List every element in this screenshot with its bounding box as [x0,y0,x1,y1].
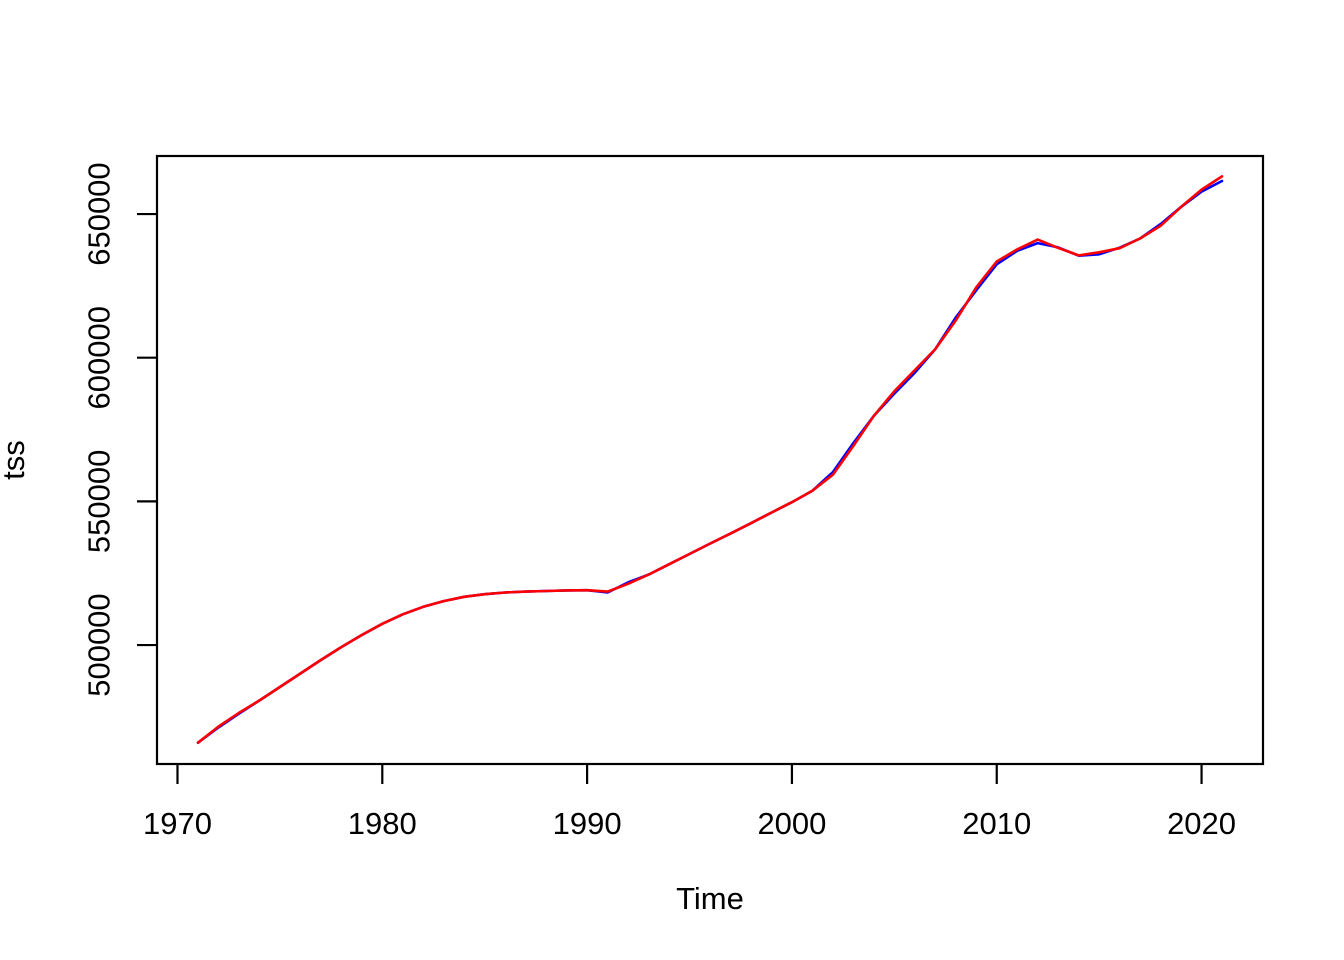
series-line-blue [196,179,1224,745]
y-tick-label: 550000 [82,450,117,553]
x-axis-title: Time [676,881,744,916]
x-tick-label: 1980 [348,806,417,841]
y-axis-title: tss [0,440,31,480]
y-tick-label: 600000 [82,306,117,409]
x-tick-label: 1990 [553,806,622,841]
x-tick-label: 2010 [962,806,1031,841]
plot-box [155,154,1265,766]
x-tick-label: 1970 [143,806,212,841]
series-lines [196,175,1224,745]
y-axis: 500000 550000 600000 650000 [82,162,157,697]
x-tick-label: 2020 [1167,806,1236,841]
y-tick-label: 650000 [82,162,117,265]
y-tick-label: 500000 [82,593,117,696]
x-tick-label: 2000 [757,806,826,841]
series-line-red [196,175,1224,745]
x-axis: 1970 1980 1990 2000 2010 2020 [143,764,1236,841]
